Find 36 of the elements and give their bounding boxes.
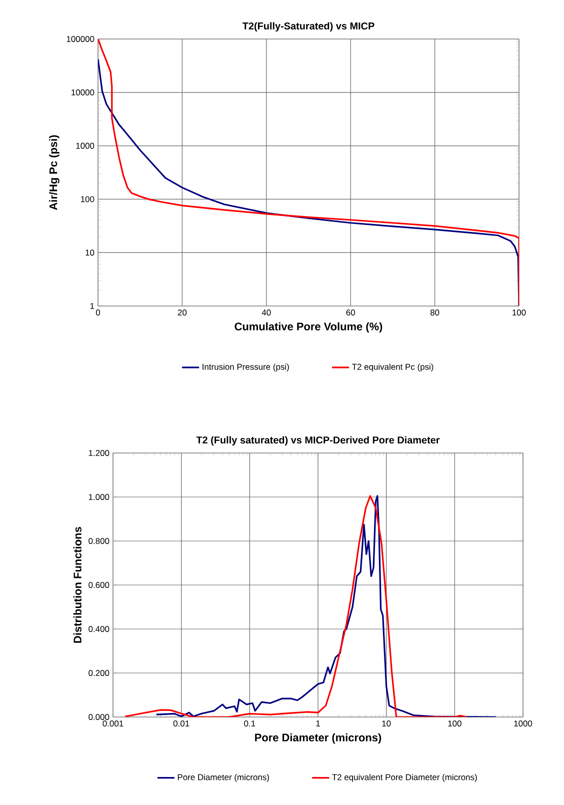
legend-label: T2 equivalent Pore Diameter (microns) bbox=[332, 774, 477, 782]
x-tick-label: 100 bbox=[512, 310, 526, 316]
legend-label: T2 equivalent Pc (psi) bbox=[352, 364, 434, 372]
y-tick-label: 1000 bbox=[76, 142, 94, 149]
chart-title: T2 (Fully saturated) vs MICP-Derived Pore Diameter bbox=[196, 436, 440, 446]
x-tick-label: 0 bbox=[96, 310, 100, 316]
y-tick-label: 0.000 bbox=[88, 714, 110, 720]
y-axis-title: Air/Hg Pc (psi) bbox=[49, 135, 60, 210]
x-tick-label: 80 bbox=[430, 310, 440, 316]
x-tick-label: 1000 bbox=[514, 720, 532, 727]
y-tick-label: 1.200 bbox=[88, 450, 110, 456]
y-tick-label: 0.200 bbox=[88, 670, 110, 676]
x-tick-label: 40 bbox=[262, 310, 271, 316]
y-tick-label: 0.400 bbox=[88, 626, 110, 632]
x-tick-label: 100 bbox=[448, 720, 462, 727]
y-tick-label: 10000 bbox=[72, 89, 94, 96]
x-axis-title: Cumulative Pore Volume (%) bbox=[234, 322, 382, 333]
legend-label: Pore Diameter (microns) bbox=[178, 774, 269, 782]
x-axis-title: Pore Diameter (microns) bbox=[255, 733, 382, 744]
x-tick-label: 10 bbox=[382, 720, 391, 727]
x-tick-label: 1 bbox=[316, 720, 320, 726]
x-tick-label: 0.001 bbox=[102, 720, 124, 727]
y-tick-label: 1 bbox=[90, 303, 94, 309]
x-tick-label: 20 bbox=[178, 310, 187, 316]
chart-title: T2(Fully-Saturated) vs MICP bbox=[242, 22, 374, 32]
legend-label: Intrusion Pressure (psi) bbox=[202, 364, 289, 372]
y-axis-title: Distribution Functions bbox=[73, 527, 82, 643]
y-tick-label: 100 bbox=[80, 196, 94, 202]
x-tick-label: 0.1 bbox=[244, 720, 256, 727]
y-tick-label: 0.600 bbox=[88, 582, 110, 588]
x-tick-label: 60 bbox=[346, 310, 355, 316]
y-tick-label: 1.000 bbox=[88, 494, 110, 500]
y-tick-label: 10 bbox=[86, 250, 94, 256]
x-tick-label: 0.01 bbox=[173, 720, 190, 727]
y-tick-label: 100000 bbox=[66, 36, 94, 42]
y-tick-label: 0.800 bbox=[88, 538, 110, 544]
